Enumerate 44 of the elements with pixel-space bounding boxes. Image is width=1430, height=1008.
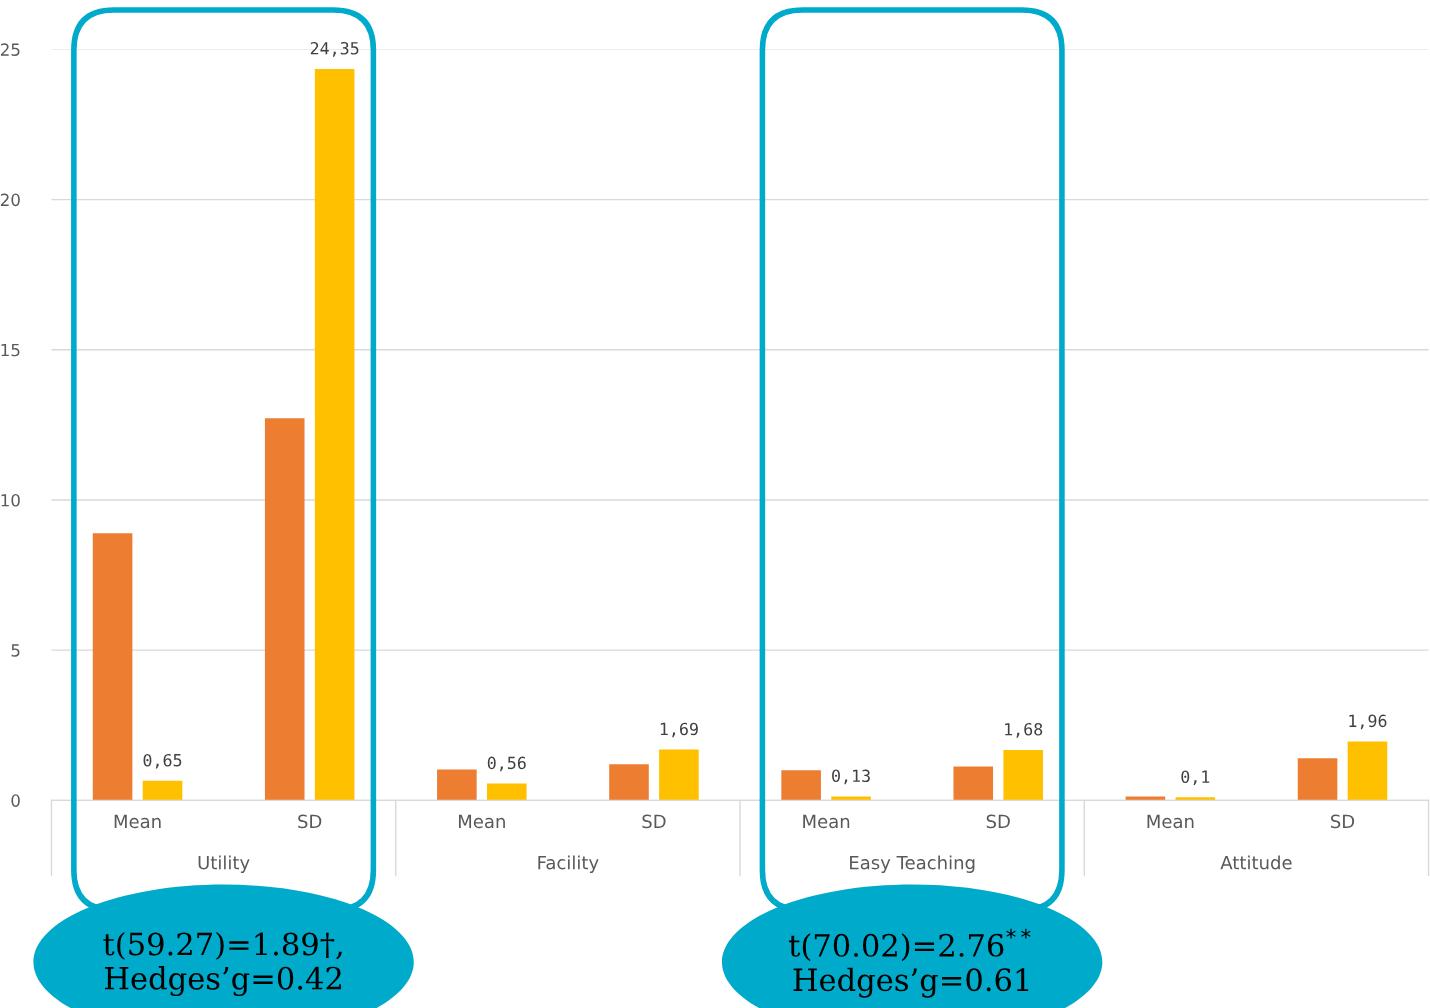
bar	[781, 770, 821, 801]
text: Easy Teaching	[850, 855, 975, 873]
bar	[1175, 797, 1216, 801]
data-label: 1,69	[660, 722, 698, 738]
data-label: 0,13	[832, 769, 870, 785]
data-label: 1,68	[1005, 722, 1043, 738]
text: Utility	[198, 855, 250, 873]
bar	[314, 68, 355, 801]
bar	[1347, 741, 1388, 801]
y-tick-label: 15	[1, 343, 20, 357]
x-tick-label: Mean	[114, 814, 161, 829]
bar	[1125, 796, 1166, 801]
bar	[142, 780, 183, 801]
bar	[1003, 749, 1043, 801]
bar	[831, 796, 871, 801]
y-tick-label: 20	[0, 193, 20, 207]
bar	[92, 533, 133, 801]
x-tick-label: SD	[1331, 814, 1355, 829]
bar	[437, 769, 477, 801]
x-tick-label: SD	[642, 814, 666, 829]
y-tick-label: 0	[11, 794, 20, 807]
text: t(70.02)=2.76$^{**}$ Hedges’g=0.61	[788, 928, 1031, 998]
x-tick-label: SD	[298, 814, 322, 829]
y-tick-label: 25	[0, 43, 20, 56]
y-tick-label: 10	[1, 493, 20, 507]
data-label: 0,56	[487, 756, 526, 772]
x-tick-label: Mean	[458, 814, 505, 829]
text: Facility	[538, 855, 599, 873]
x-tick-label: SD	[986, 814, 1010, 829]
text: t(59.27)=1.89†, Hedges’g=0.42	[103, 931, 342, 997]
bar	[486, 783, 527, 801]
data-label: 24,35	[310, 41, 359, 57]
bar	[1297, 758, 1338, 801]
text: Attitude	[1220, 855, 1292, 870]
x-tick-label: Mean	[1147, 814, 1194, 829]
y-tick-label: 5	[11, 644, 20, 657]
bar	[953, 766, 994, 801]
data-label: 1,96	[1349, 714, 1387, 730]
bar	[609, 764, 649, 801]
bar	[659, 749, 699, 801]
data-label: 0,1	[1181, 770, 1210, 786]
x-tick-label: Mean	[803, 814, 850, 829]
bar	[264, 418, 305, 801]
data-label: 0,65	[143, 753, 182, 769]
